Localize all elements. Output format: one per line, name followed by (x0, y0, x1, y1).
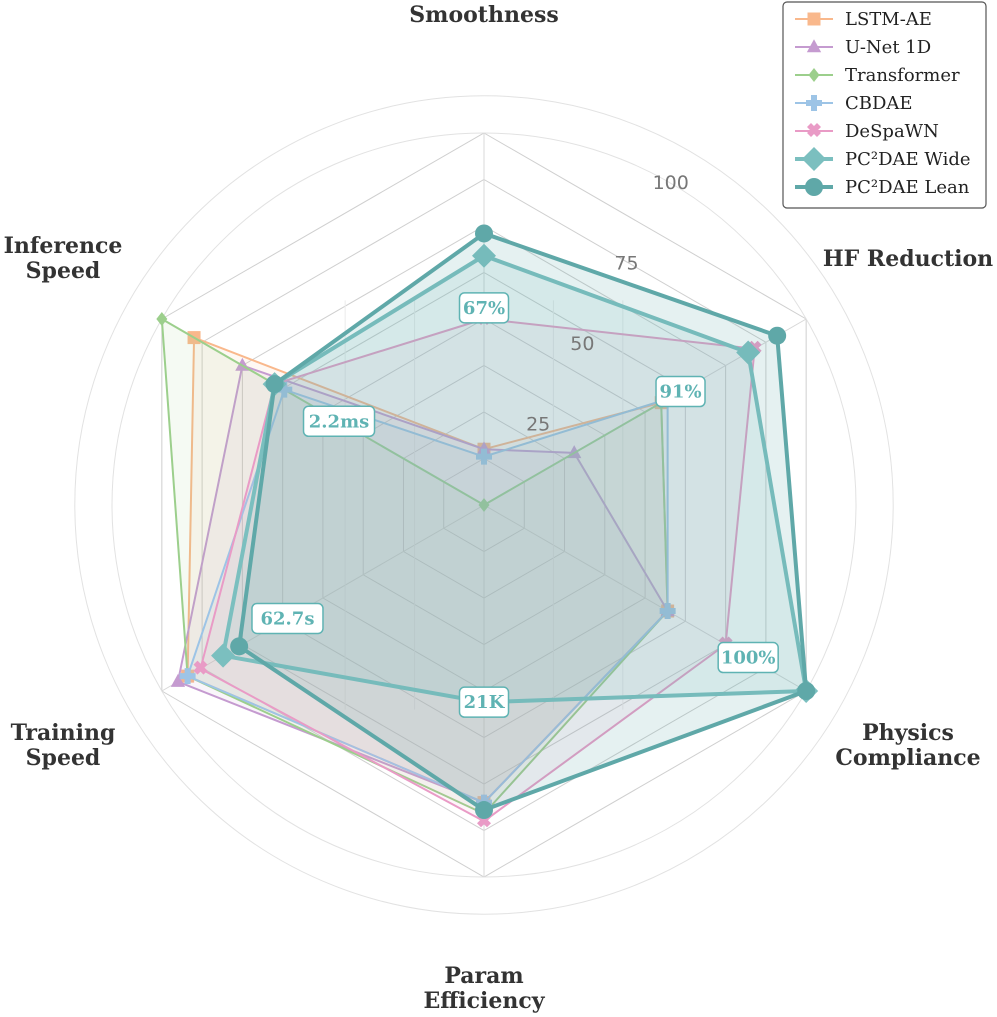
grid-circle (74, 95, 894, 915)
legend-box (782, 1, 987, 209)
data-point-cbdae-physics-compliance (659, 603, 676, 620)
radial-ticks: 25 50 75 100 (526, 172, 689, 436)
data-point-transformer-inference-speed (156, 312, 168, 326)
data-point-pc-dae-lean-smoothness (475, 224, 493, 243)
legend-item-u-net-1d: U-Net 1D (795, 37, 931, 58)
radial-tick-label: 50 (570, 333, 594, 355)
legend-item-transformer: Transformer (795, 65, 960, 86)
legend-item-pc-dae-wide: PC²DAE Wide (795, 147, 971, 171)
legend-item-cbdae: CBDAE (795, 93, 913, 114)
series-area-pc-dae-wide (223, 255, 807, 703)
axis-label-param-efficiency: Param Efficiency (423, 963, 545, 1014)
legend-label: LSTM-AE (845, 9, 932, 30)
legend-label: PC²DAE Wide (845, 149, 971, 170)
data-point-cbdae-training-speed (179, 668, 196, 685)
axis-labels: Smoothness HF Reduction Physics Compliance P… (4, 2, 994, 1014)
annotation-badge (717, 641, 779, 674)
annotation-text: 62.7s (260, 608, 314, 629)
legend-marker (808, 68, 820, 82)
series-area-transformer (161, 319, 668, 814)
legend-item-pc-dae-lean: PC²DAE Lean (795, 177, 970, 198)
radial-tick-label: 75 (614, 252, 638, 274)
data-point-cbdae-inference-speed (276, 381, 293, 398)
annotation-training-speed: 62.7s (251, 602, 324, 635)
annotation-text: 100% (721, 648, 776, 669)
annotation-physics-compliance: 100% (717, 641, 779, 674)
series-area-lstm-ae (187, 337, 668, 803)
annotation-badge (251, 602, 324, 635)
axis-label-hf-reduction: HF Reduction (823, 246, 993, 272)
annotation-text: 2.2ms (309, 411, 370, 432)
annotation-badge (302, 405, 376, 438)
series-area-u-net-1d (177, 365, 668, 803)
data-point-pc-dae-lean-inference-speed (265, 375, 284, 394)
legend-item-lstm-ae: LSTM-AE (795, 9, 932, 30)
data-point-cbdae-smoothness (476, 448, 492, 465)
legend-marker (802, 147, 826, 171)
data-point-pc-dae-wide-hf-reduction (736, 340, 761, 365)
series (156, 224, 819, 828)
data-point-despawn-training-speed (193, 660, 208, 675)
legend-marker (805, 178, 823, 196)
legend-label: U-Net 1D (845, 37, 931, 58)
legend-marker (807, 123, 821, 137)
data-point-transformer-smoothness (478, 498, 490, 512)
data-point-pc-dae-wide-smoothness (472, 243, 496, 268)
legend-label: Transformer (845, 65, 960, 86)
data-point-pc-dae-lean-physics-compliance (797, 682, 816, 700)
legend-marker (806, 39, 822, 53)
axis-label-training-speed: Training Speed (11, 720, 116, 771)
annotations: 67% 91% 100% 21K 62.7s 2.2ms (251, 292, 779, 718)
axis-label-physics-compliance: Physics Compliance (835, 720, 980, 771)
axis-label-inference-speed: Inference Speed (4, 233, 123, 284)
radial-tick-label: 100 (653, 172, 689, 194)
annotation-hf-reduction: 91% (655, 375, 706, 408)
annotation-text: 67% (463, 298, 505, 319)
annotation-badge (655, 375, 706, 408)
data-point-u-net-1d-smoothness (476, 441, 492, 455)
data-point-pc-dae-lean-param-efficiency (475, 801, 493, 820)
radial-tick-label: 25 (526, 413, 550, 435)
legend-label: CBDAE (845, 93, 913, 114)
legend-item-despawn: DeSpaWN (795, 121, 939, 142)
legend-marker (807, 12, 821, 26)
data-point-pc-dae-wide-training-speed (211, 643, 236, 668)
annotation-text: 21K (464, 692, 506, 713)
axis-label-smoothness: Smoothness (409, 2, 558, 28)
legend-label: PC²DAE Lean (845, 177, 970, 198)
legend-marker (806, 95, 822, 111)
annotation-badge (458, 686, 510, 718)
data-point-pc-dae-lean-training-speed (230, 637, 249, 656)
legend-label: DeSpaWN (845, 121, 939, 142)
annotation-text: 91% (659, 382, 701, 403)
legend: LSTM-AE U-Net 1D Transformer CBDAE DeSpaWN PC… (782, 1, 987, 209)
annotation-inference-speed: 2.2ms (302, 405, 376, 438)
annotation-param-efficiency: 21K (458, 686, 510, 718)
data-point-u-net-1d-training-speed (170, 673, 186, 687)
annotation-smoothness: 67% (458, 292, 510, 324)
annotation-badge (458, 292, 510, 324)
data-point-pc-dae-lean-hf-reduction (768, 326, 787, 345)
